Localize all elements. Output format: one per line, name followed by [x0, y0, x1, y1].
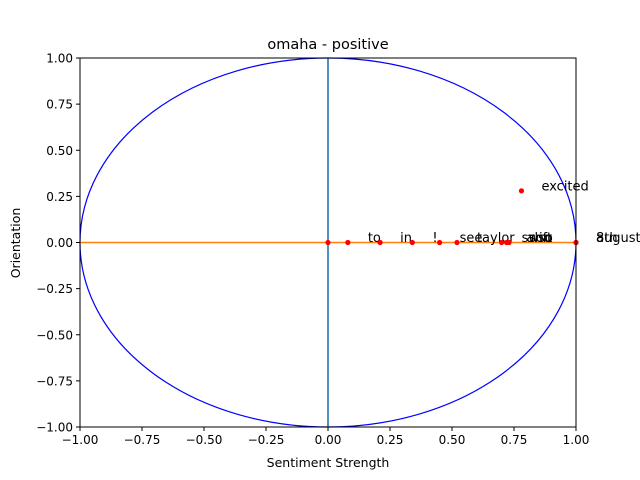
y-tick-label: 0.00 — [46, 236, 73, 250]
data-point-label: also — [527, 231, 553, 246]
data-point-label: see — [460, 231, 483, 246]
x-tick-label: −0.50 — [186, 433, 223, 447]
x-tick-label: 0.00 — [315, 433, 342, 447]
data-point — [325, 239, 331, 246]
y-tick-label: 0.25 — [46, 190, 73, 204]
y-tick-label: −0.25 — [36, 282, 73, 296]
y-tick-label: 1.00 — [46, 52, 73, 66]
data-point-label: 8th — [596, 231, 618, 246]
data-point — [377, 239, 383, 246]
x-tick-label: −0.75 — [124, 433, 161, 447]
data-point-label: soo — [529, 231, 552, 246]
data-point — [409, 239, 415, 246]
data-point-label: in — [400, 231, 412, 246]
x-tick-label: −1.00 — [62, 433, 99, 447]
y-tick-label: 0.50 — [46, 144, 73, 158]
x-axis-label: Sentiment Strength — [267, 455, 390, 470]
data-point-label: swift — [522, 231, 552, 246]
chart-title: omaha - positive — [267, 37, 388, 53]
y-tick-label: −0.50 — [36, 328, 73, 342]
y-axis-label: Orientation — [8, 208, 23, 279]
data-point — [454, 239, 460, 246]
data-point-label: ! — [432, 231, 437, 246]
y-tick-label: 0.75 — [46, 98, 73, 112]
x-tick-label: 0.75 — [501, 433, 528, 447]
data-point — [506, 239, 512, 246]
x-tick-label: 0.50 — [439, 433, 466, 447]
data-point — [518, 188, 525, 194]
y-tick-label: −0.75 — [36, 374, 73, 388]
data-point — [437, 239, 443, 246]
data-point-label: august — [596, 231, 640, 246]
data-point-label: excited — [541, 179, 588, 194]
data-point — [499, 239, 505, 246]
x-tick-label: −0.25 — [248, 433, 285, 447]
y-tick-label: −1.00 — [36, 421, 73, 435]
data-point — [345, 239, 351, 246]
x-tick-label: 1.00 — [563, 433, 590, 447]
x-tick-label: 0.25 — [377, 433, 404, 447]
